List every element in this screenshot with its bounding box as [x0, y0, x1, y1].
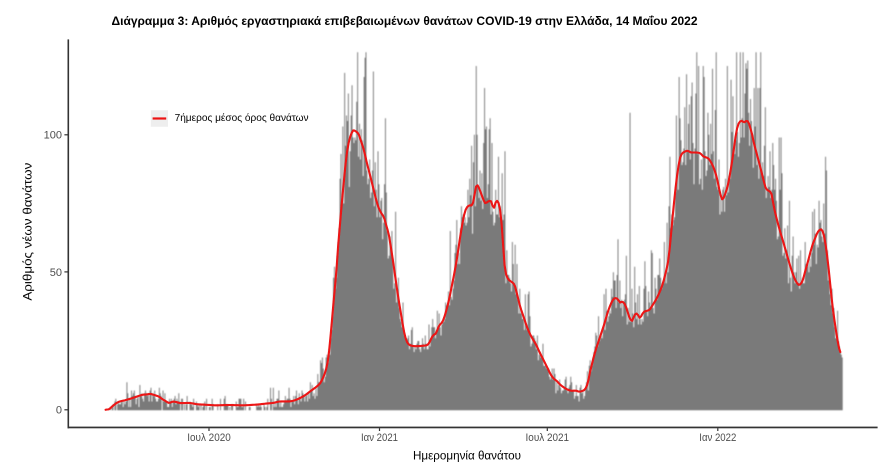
svg-text:Ιουλ 2021: Ιουλ 2021 [526, 432, 570, 444]
svg-text:Διάγραμμα 3: Αριθμός εργαστηρι: Διάγραμμα 3: Αριθμός εργαστηριακά επιβεβ… [112, 14, 698, 28]
svg-text:Ιουλ 2020: Ιουλ 2020 [187, 432, 231, 444]
svg-text:Ημερομηνία θανάτου: Ημερομηνία θανάτου [413, 450, 521, 463]
svg-text:50: 50 [50, 267, 62, 279]
svg-text:Ιαν 2021: Ιαν 2021 [361, 432, 398, 444]
svg-text:7ήμερος μέσος όρος θανάτων: 7ήμερος μέσος όρος θανάτων [175, 112, 309, 124]
svg-text:0: 0 [56, 405, 62, 417]
svg-text:100: 100 [44, 130, 62, 142]
svg-text:Ιαν 2022: Ιαν 2022 [699, 432, 736, 444]
svg-text:Αριθμός νέων θανάτων: Αριθμός νέων θανάτων [21, 163, 35, 301]
